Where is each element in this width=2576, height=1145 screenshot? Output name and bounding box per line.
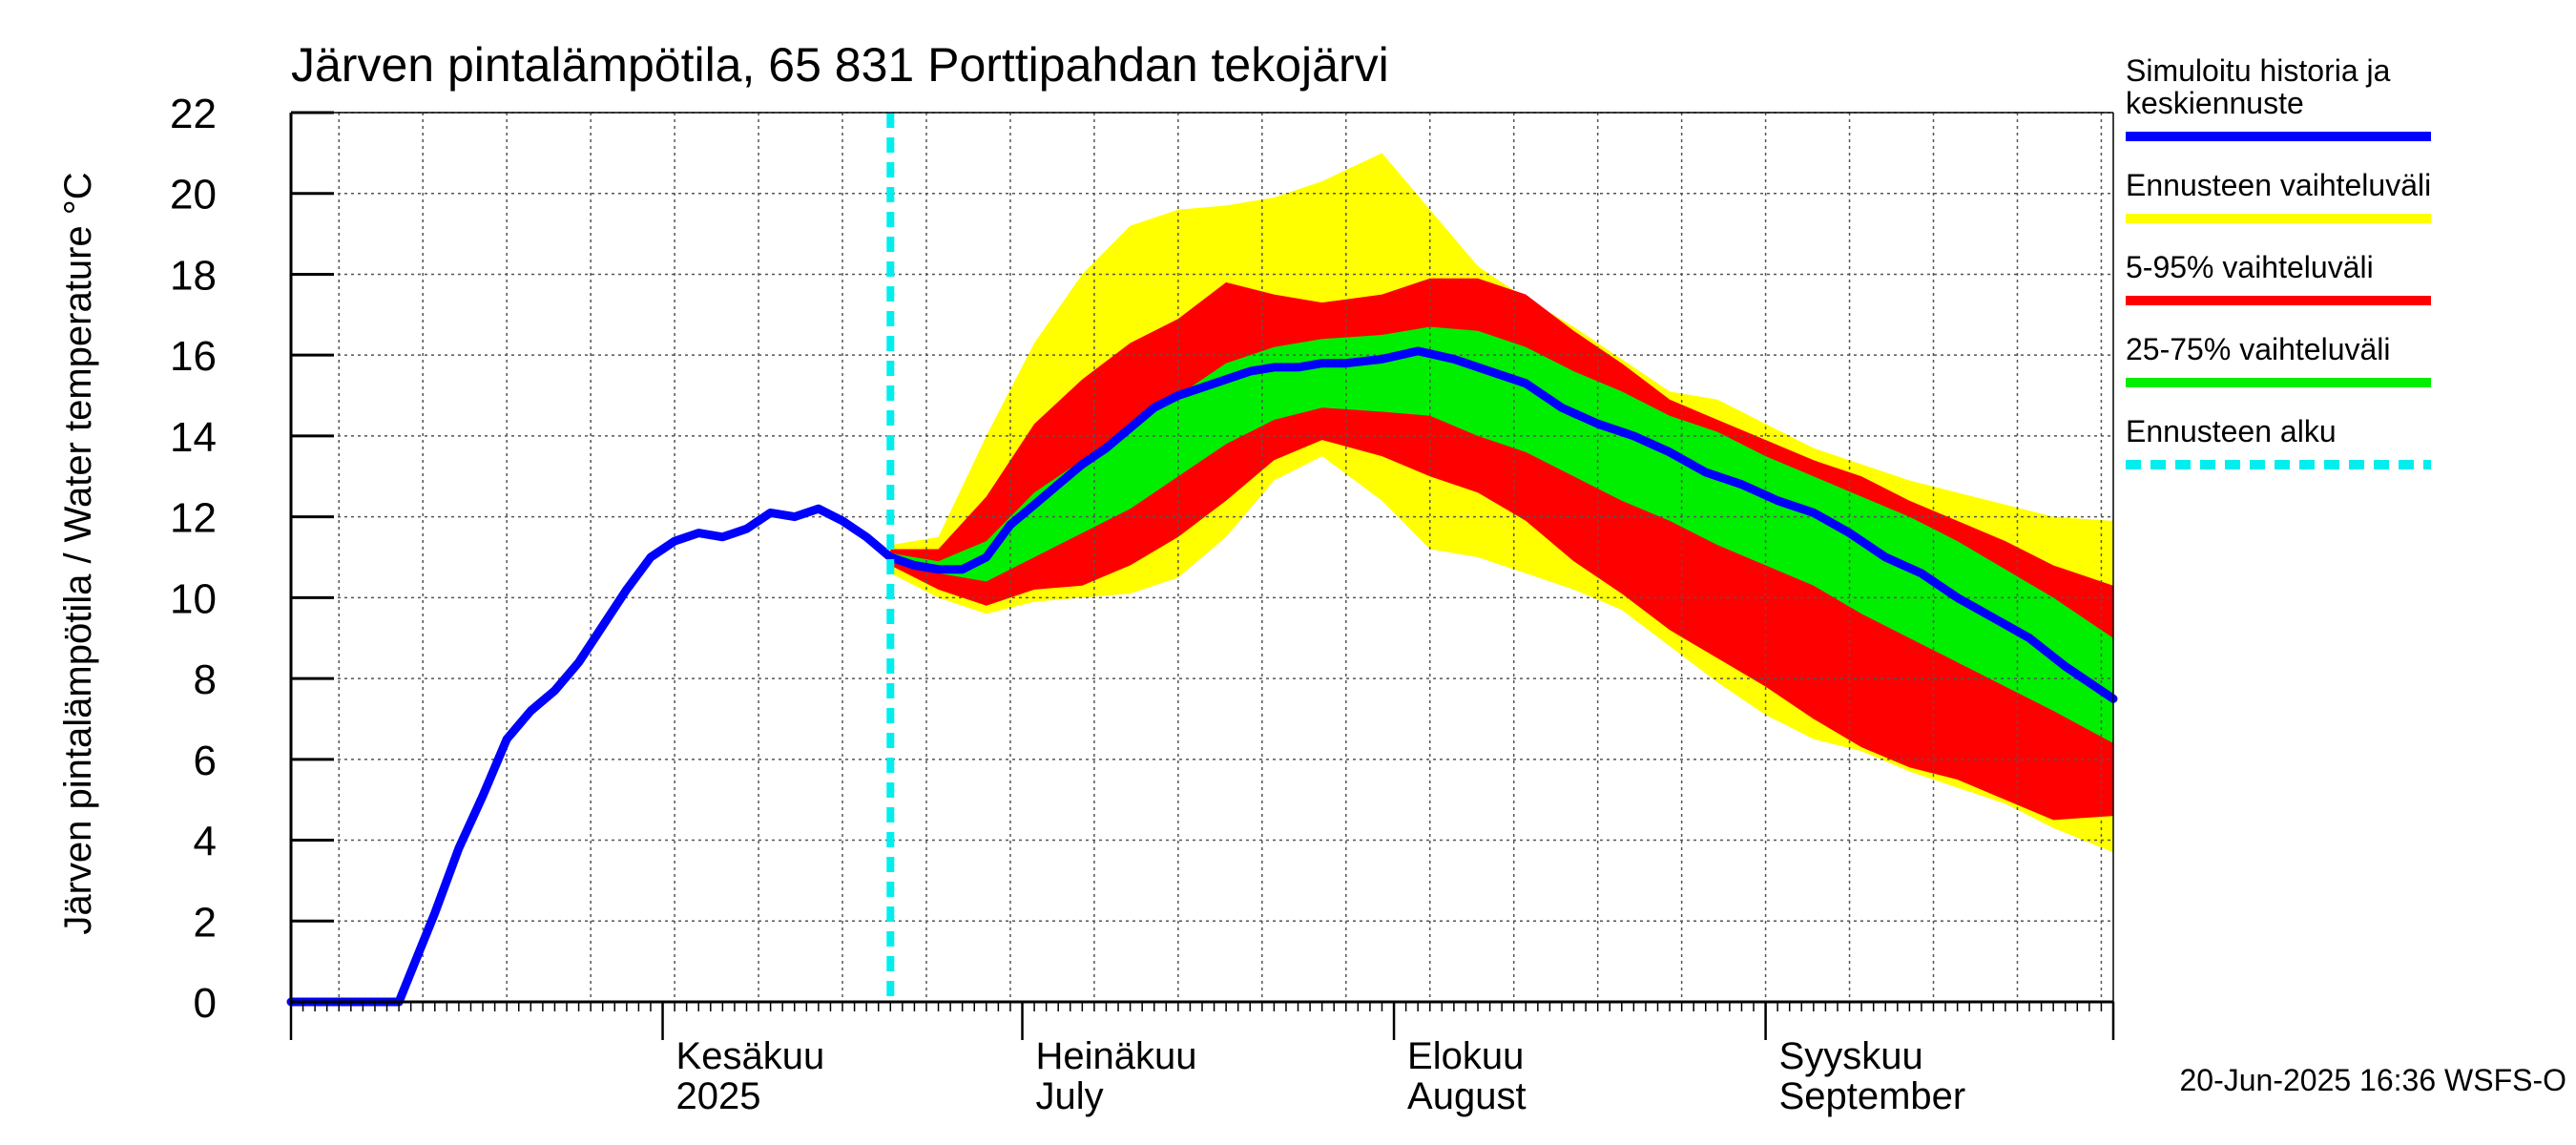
series-lines <box>286 113 2118 1007</box>
legend-label-p5_95: 5-95% vaihteluväli <box>2126 250 2374 284</box>
y-tick-label: 16 <box>170 333 217 380</box>
y-tick-label: 18 <box>170 252 217 299</box>
grid-lines <box>291 112 2113 1002</box>
chart-title: Järven pintalämpötila, 65 831 Porttipahd… <box>291 38 1389 92</box>
x-tick-label-second-line: July <box>1036 1075 1104 1117</box>
y-tick-label: 8 <box>194 656 217 703</box>
legend-label-history: keskiennuste <box>2126 86 2304 120</box>
y-tick-label: 22 <box>170 91 217 137</box>
forecast-bands <box>890 153 2113 853</box>
legend-label-range: Ennusteen vaihteluväli <box>2126 168 2431 202</box>
median-forecast-line <box>286 346 2118 1007</box>
y-tick-label: 0 <box>194 980 217 1027</box>
x-tick-label: Syyskuu <box>1779 1035 1923 1077</box>
x-tick-label-second-line: 2025 <box>676 1075 761 1117</box>
band-p25_75 <box>890 326 2113 743</box>
x-tick-label-second-line: August <box>1407 1075 1527 1117</box>
legend-label-p25_75: 25-75% vaihteluväli <box>2126 332 2391 366</box>
y-tick-label: 2 <box>194 899 217 946</box>
footer-timestamp: 20-Jun-2025 16:36 WSFS-O <box>2179 1063 2566 1097</box>
legend-label-history: Simuloitu historia ja <box>2126 53 2391 88</box>
y-tick-label: 20 <box>170 172 217 219</box>
y-axis-label: Järven pintalämpötila / Water temperatur… <box>57 172 99 934</box>
y-tick-label: 6 <box>194 738 217 784</box>
x-tick-label: Heinäkuu <box>1036 1035 1197 1077</box>
y-tick-label: 4 <box>194 819 217 865</box>
y-tick-label: 12 <box>170 495 217 542</box>
y-tick-label: 14 <box>170 414 217 461</box>
x-tick-label: Kesäkuu <box>676 1035 825 1077</box>
x-tick-label-second-line: September <box>1779 1075 1966 1117</box>
x-tick-label: Elokuu <box>1407 1035 1524 1077</box>
y-tick-label: 10 <box>170 575 217 622</box>
legend-label-start: Ennusteen alku <box>2126 414 2337 448</box>
